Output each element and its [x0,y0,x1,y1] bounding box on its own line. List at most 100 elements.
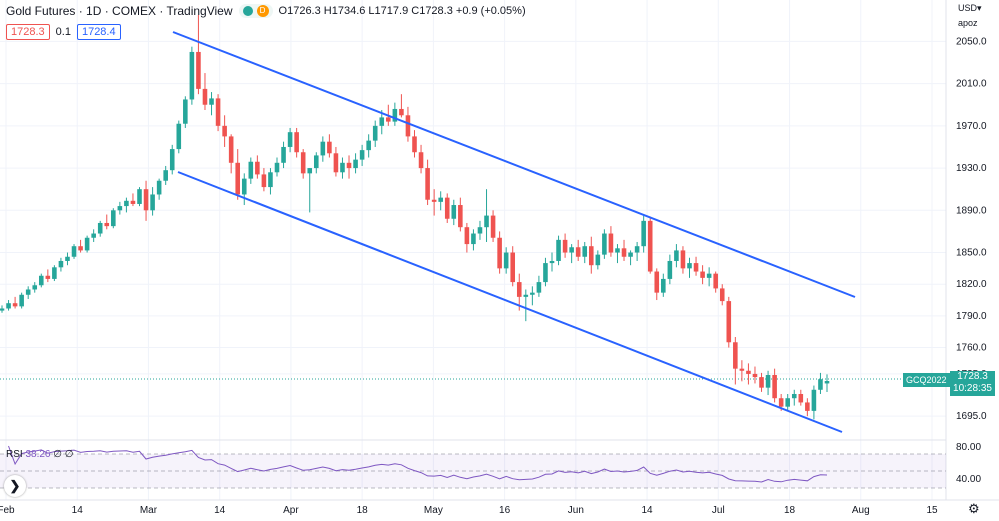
candle-up[interactable] [313,155,319,169]
candle-up[interactable] [340,162,345,173]
candle-down[interactable] [405,115,411,137]
rsi-legend[interactable]: RSI 38.26 ∅ ∅ [6,449,73,460]
candle-up[interactable] [6,303,11,309]
candle-up[interactable] [530,292,535,295]
candle-up[interactable] [582,246,588,257]
candle-up[interactable] [359,150,365,160]
buy-price-button[interactable]: 1728.4 [76,24,121,40]
candle-up[interactable] [549,260,555,264]
candle-up[interactable] [150,194,155,211]
candle-up[interactable] [634,246,640,253]
candle-up[interactable] [353,159,358,169]
candle-up[interactable] [0,308,5,311]
candle-up[interactable] [818,379,823,390]
candle-up[interactable] [687,263,692,269]
candle-up[interactable] [543,263,548,283]
tradingview-logo-icon[interactable]: ❯ [4,475,26,497]
channel-lower-line[interactable] [177,171,843,433]
candle-down[interactable] [608,233,614,253]
candle-down[interactable] [235,162,241,195]
candle-down[interactable] [45,275,51,279]
candle-down[interactable] [222,125,227,137]
candle-up[interactable] [471,233,476,245]
candle-down[interactable] [516,282,522,297]
candle-up[interactable] [667,260,673,279]
candle-up[interactable] [137,189,142,204]
candle-up[interactable] [451,205,457,219]
candle-down[interactable] [562,239,568,253]
candle-down[interactable] [746,370,751,374]
candle-down[interactable] [772,374,777,399]
candle-down[interactable] [647,220,653,272]
candle-up[interactable] [556,239,561,261]
candle-up[interactable] [117,206,123,211]
candle-up[interactable] [438,197,443,202]
candle-up[interactable] [163,170,168,181]
candle-up[interactable] [523,294,529,297]
candle-up[interactable] [32,285,38,290]
candle-up[interactable] [209,98,214,105]
candle-up[interactable] [281,146,286,163]
candle-down[interactable] [654,271,660,293]
candle-up[interactable] [824,381,830,384]
candle-down[interactable] [575,247,581,257]
candle-up[interactable] [274,162,280,173]
candle-up[interactable] [785,398,791,407]
candle-down[interactable] [759,377,764,388]
sell-price-button[interactable]: 1728.3 [6,24,50,40]
currency-selector[interactable]: USD▾ [958,3,982,13]
candle-down[interactable] [228,136,234,163]
candle-up[interactable] [97,222,103,234]
candle-down[interactable] [78,246,83,251]
candle-up[interactable] [641,220,646,247]
candle-up[interactable] [602,233,607,255]
candle-down[interactable] [798,393,804,403]
candle-up[interactable] [19,294,24,307]
candle-up[interactable] [366,140,371,151]
candle-up[interactable] [595,254,601,266]
candle-down[interactable] [143,189,149,211]
candle-up[interactable] [169,149,175,171]
candle-down[interactable] [739,368,745,371]
candle-down[interactable] [510,252,516,283]
candle-down[interactable] [104,222,110,227]
candle-down[interactable] [693,263,699,272]
scale-mode-label[interactable]: apoz [958,18,978,28]
candle-down[interactable] [327,141,332,154]
candle-down[interactable] [733,342,738,369]
candle-down[interactable] [713,273,718,289]
candle-up[interactable] [91,233,96,238]
candle-down[interactable] [719,288,725,302]
candle-down[interactable] [778,398,784,407]
candle-down[interactable] [621,248,627,257]
candle-down[interactable] [202,88,208,105]
candle-up[interactable] [392,108,398,122]
candle-up[interactable] [65,256,70,261]
candle-up[interactable] [379,117,385,126]
candle-up[interactable] [661,278,666,293]
candle-up[interactable] [765,374,771,388]
candle-up[interactable] [183,99,188,124]
candle-down[interactable] [130,200,136,204]
candle-down[interactable] [726,301,732,343]
candle-down[interactable] [215,98,221,126]
candle-up[interactable] [628,252,633,257]
candle-up[interactable] [111,210,116,227]
candle-down[interactable] [300,152,306,174]
candle-down[interactable] [12,303,18,307]
candle-up[interactable] [58,260,64,268]
candle-down[interactable] [680,250,686,269]
candle-down[interactable] [458,205,463,228]
candle-down[interactable] [431,199,437,202]
candle-down[interactable] [412,136,417,153]
candle-down[interactable] [700,271,705,278]
candle-up[interactable] [615,248,620,253]
candle-up[interactable] [248,161,254,179]
candle-up[interactable] [791,393,797,399]
candle-down[interactable] [418,152,424,169]
candle-up[interactable] [307,168,313,174]
candle-down[interactable] [588,246,594,266]
gear-icon[interactable]: ⚙ [968,501,980,516]
candle-up[interactable] [268,172,273,188]
